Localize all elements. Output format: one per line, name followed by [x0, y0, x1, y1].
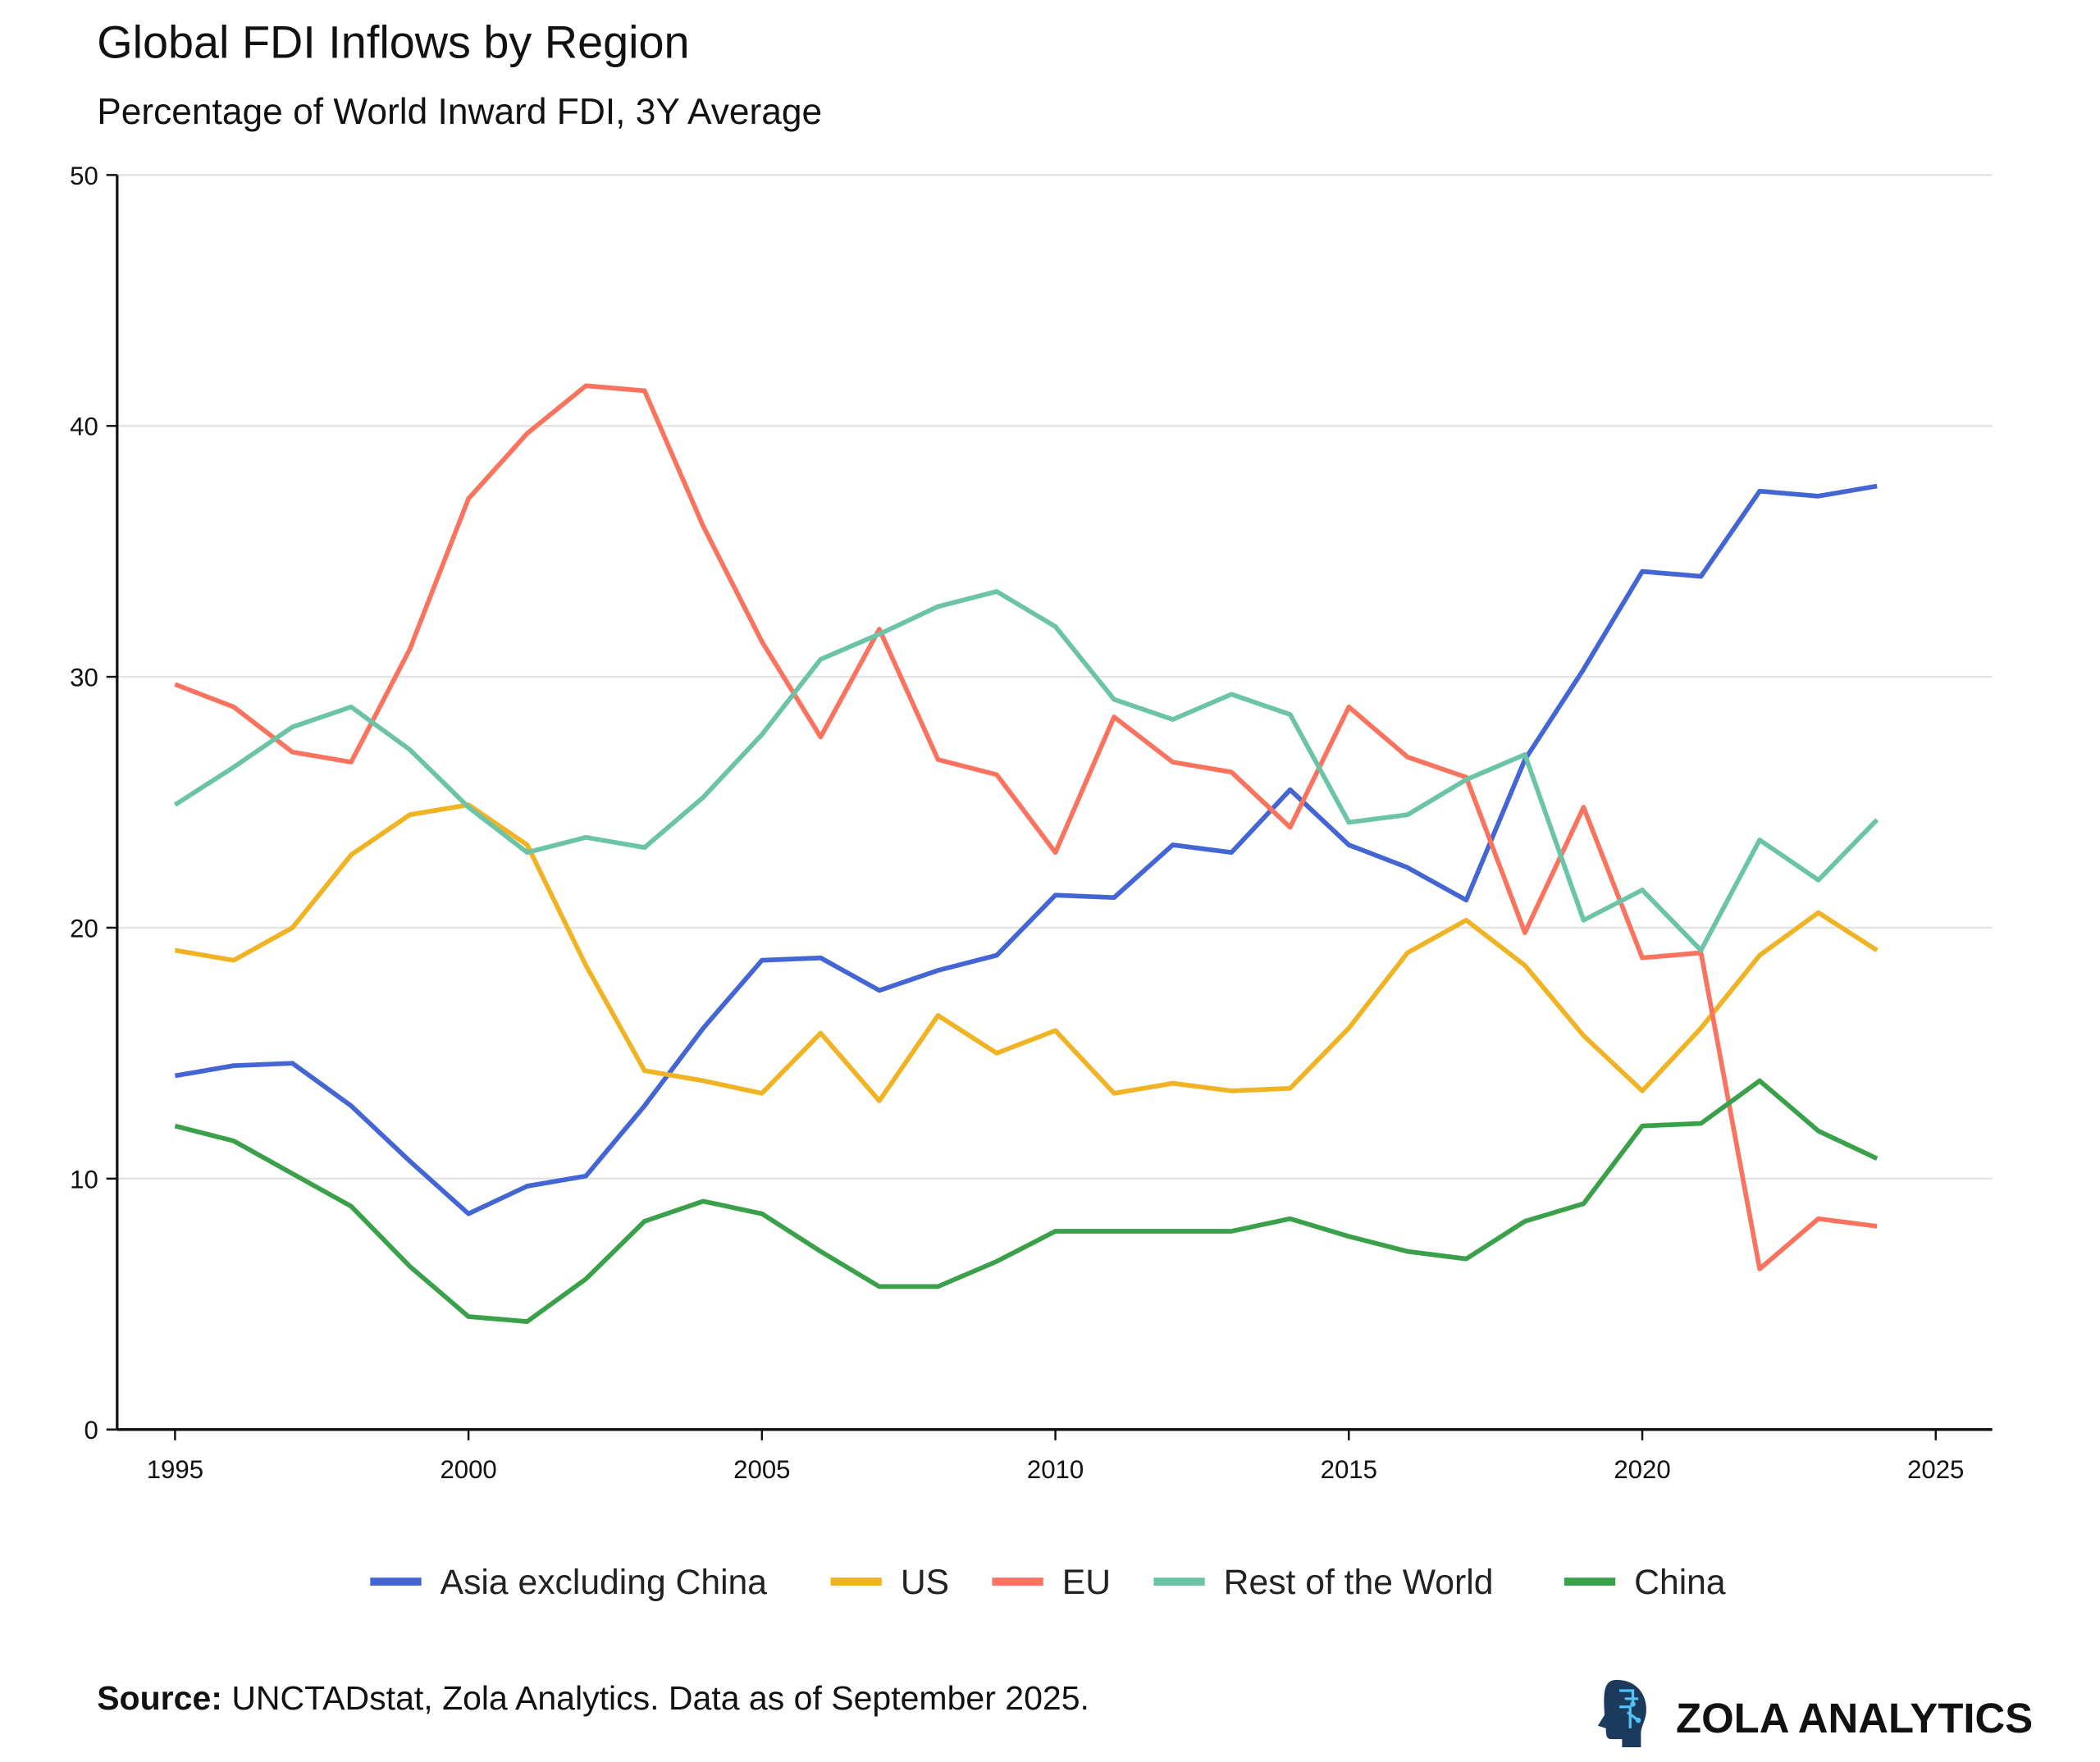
source-label: Source:: [97, 1679, 222, 1717]
series-line-china: [174, 1078, 1879, 1324]
x-tick-label: 1995: [147, 1455, 203, 1484]
head-circuit-icon: [1597, 1679, 1646, 1747]
series-line-eu: [174, 383, 1878, 1271]
y-tick-label: 20: [70, 914, 98, 943]
legend-label: Rest of the World: [1224, 1563, 1494, 1602]
y-tick-label: 0: [84, 1416, 98, 1445]
x-tick-label: 2010: [1027, 1455, 1084, 1484]
y-tick-label: 30: [70, 664, 98, 692]
gridlines: [116, 174, 1993, 1180]
series-line-asia-excluding-china: [174, 483, 1878, 1217]
x-tick-label: 2025: [1907, 1455, 1964, 1484]
x-tick-label: 2000: [440, 1455, 496, 1484]
x-tick-label: 2020: [1614, 1455, 1670, 1484]
series-lines: [173, 383, 1879, 1324]
series-line-us: [174, 802, 1879, 1103]
series-line-rest-of-the-world: [173, 589, 1879, 953]
x-tick-label: 2005: [733, 1455, 790, 1484]
y-tick-label: 50: [70, 162, 98, 190]
axes: 0 10 20 30 40 50 1995 2000 2005 2010 2015 2020 2025: [70, 162, 1993, 1484]
brand-name: ZOLA ANALYTICS: [1676, 1695, 2033, 1741]
legend-label: China: [1634, 1563, 1726, 1602]
y-tick-label: 10: [70, 1165, 98, 1194]
y-tick-label: 40: [70, 413, 98, 441]
chart-title: Global FDI Inflows by Region: [97, 16, 689, 68]
legend-label: US: [901, 1563, 949, 1602]
legend-label: Asia excluding China: [441, 1563, 768, 1602]
legend: Asia excluding China US EU Rest of the Worl…: [370, 1563, 1726, 1602]
legend-label: EU: [1062, 1563, 1111, 1602]
x-tick-label: 2015: [1321, 1455, 1377, 1484]
chart-subtitle: Percentage of World Inward FDI, 3Y Avera…: [97, 92, 822, 132]
source-text: UNCTADstat, Zola Analytics. Data as of S…: [222, 1679, 1089, 1717]
source-note: Source: UNCTADstat, Zola Analytics. Data…: [97, 1679, 1089, 1717]
